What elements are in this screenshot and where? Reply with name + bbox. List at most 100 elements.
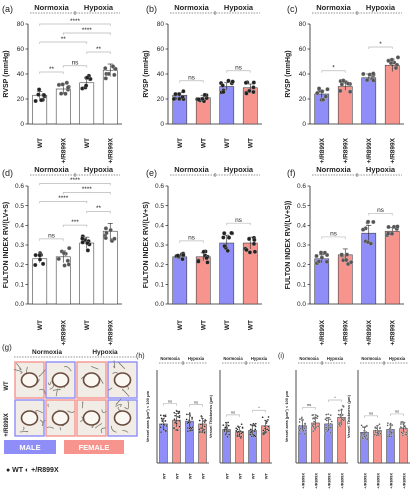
significance-bracket: [62, 65, 88, 68]
row-label-wt: WT: [4, 381, 10, 391]
significance-label: **: [96, 205, 102, 212]
panel-label: (f): [287, 168, 296, 178]
data-point: [162, 414, 165, 417]
y-tick-label: 0: [160, 121, 164, 128]
data-point: [80, 236, 85, 241]
y-tick-label: 0.3: [297, 242, 306, 249]
tissue-fiber: [35, 410, 44, 414]
panel-label: (b): [146, 4, 157, 14]
significance-label: ns: [330, 231, 338, 238]
data-point: [61, 250, 67, 256]
y-tick-label: 0.1: [155, 282, 164, 289]
significance-label: ns: [194, 399, 198, 404]
chart-3: (d) 0.0 0.1 0.2 0.3 0.4 0.5 0.6 FULTON INDEX RV/…: [2, 165, 122, 345]
y-tick-label: 60: [299, 46, 307, 53]
tissue-fiber: [22, 426, 25, 431]
data-point: [41, 93, 47, 98]
bar: [102, 230, 118, 305]
group-label-normoxia: Normoxia: [316, 165, 351, 174]
group-label-hypoxia: Hypoxia: [366, 3, 396, 12]
y-tick-label: 20: [299, 96, 307, 103]
significance-bracket: [62, 192, 111, 195]
tissue-fiber: [13, 369, 23, 374]
significance-label: ****: [70, 18, 81, 25]
data-point: [201, 249, 206, 254]
significance-bracket: [39, 201, 88, 204]
data-point: [251, 85, 256, 90]
tissue-fiber: [81, 401, 84, 409]
data-point: [314, 253, 319, 259]
data-point: [363, 429, 366, 432]
group-label-hypoxia: Hypoxia: [224, 165, 254, 174]
data-point: [173, 92, 178, 97]
data-point: [226, 435, 229, 438]
data-point: [337, 413, 340, 416]
data-point: [181, 252, 186, 258]
significance-label: ns: [235, 65, 243, 72]
data-point: [224, 426, 227, 429]
x-tick-label: WT: [238, 472, 243, 479]
x-tick-label: WT: [200, 138, 207, 148]
data-point: [349, 260, 354, 265]
data-point: [262, 429, 265, 432]
data-point: [33, 262, 38, 268]
tissue-fiber: [39, 419, 44, 427]
data-point: [329, 426, 332, 429]
legend-swatch-female: [64, 440, 124, 454]
group-label-normoxia: Normoxia: [316, 3, 351, 12]
x-tick-label: WT: [175, 472, 180, 479]
data-point: [250, 435, 253, 438]
data-point: [389, 424, 392, 427]
data-point: [405, 427, 408, 430]
data-point: [338, 88, 343, 94]
data-point: [341, 78, 346, 83]
panel-label: (g): [2, 343, 12, 352]
vessel-lumen: [20, 410, 39, 426]
data-point: [243, 80, 249, 85]
data-point: [226, 78, 231, 83]
data-point: [235, 427, 238, 430]
data-point: [328, 426, 331, 429]
significance-bracket: [321, 70, 346, 73]
data-point: [162, 428, 165, 431]
data-point: [225, 428, 228, 431]
data-point: [298, 429, 301, 432]
data-point: [318, 250, 324, 255]
data-point: [227, 424, 230, 427]
significance-bracket: [62, 224, 88, 228]
x-tick-label: +/R899X: [366, 319, 373, 345]
data-point: [224, 433, 227, 436]
data-point: [324, 432, 327, 435]
data-point: [375, 434, 378, 437]
data-point: [320, 89, 325, 94]
data-point: [364, 437, 367, 440]
data-point: [261, 416, 264, 419]
data-point: [252, 249, 258, 254]
data-point: [340, 408, 343, 411]
data-point: [189, 429, 192, 432]
group-label-hypoxia: Hypoxia: [188, 356, 205, 361]
tissue-fiber: [19, 430, 29, 433]
data-point: [344, 252, 350, 257]
data-point: [386, 231, 391, 236]
significance-label: ns: [72, 60, 80, 67]
data-point: [85, 241, 90, 246]
significance-bracket: [302, 407, 316, 410]
significance-bracket: [179, 80, 204, 83]
y-tick-label: 0.5: [297, 203, 306, 210]
data-point: [319, 255, 324, 260]
data-point: [186, 427, 189, 430]
data-point: [325, 87, 330, 92]
data-point: [251, 89, 256, 95]
tissue-fiber: [121, 388, 130, 397]
data-point: [33, 98, 38, 104]
data-point: [375, 427, 378, 430]
significance-bracket: [368, 46, 393, 49]
data-point: [378, 427, 381, 430]
data-point: [85, 75, 90, 80]
data-point: [189, 426, 192, 429]
tissue-fiber: [16, 363, 22, 371]
data-point: [37, 257, 43, 262]
data-point: [371, 78, 376, 83]
data-point: [240, 423, 243, 426]
